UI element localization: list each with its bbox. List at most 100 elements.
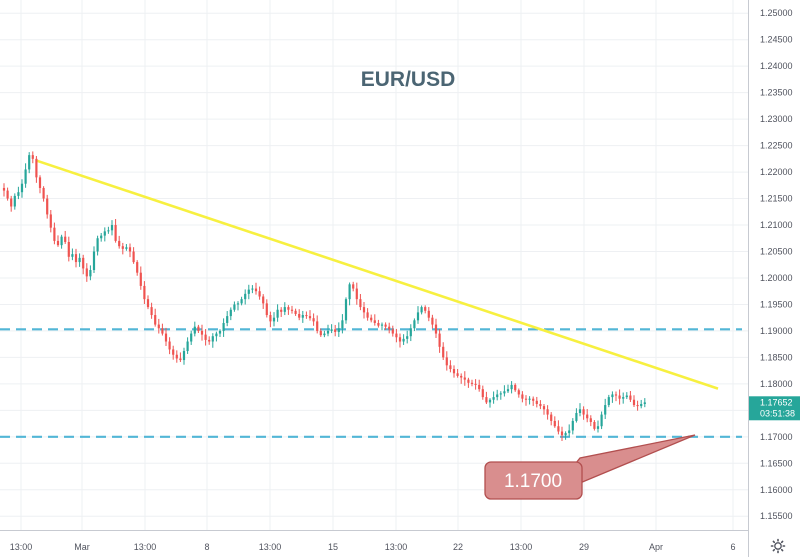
x-tick-label: 22 (453, 542, 463, 552)
candle-down (172, 349, 175, 355)
candle-up (604, 405, 607, 415)
candle-down (391, 329, 394, 334)
candle-down (2, 187, 6, 191)
candle-up (28, 155, 31, 170)
candle-down (632, 399, 636, 406)
candle-up (251, 288, 254, 290)
y-tick-label: 1.17000 (760, 432, 793, 442)
candle-down (312, 318, 315, 322)
candle-down (319, 330, 322, 336)
candle-up (103, 231, 106, 236)
candle-up (240, 299, 243, 304)
candle-down (38, 177, 42, 188)
candle-down (452, 369, 456, 374)
candle-up (622, 397, 625, 399)
candle-down (618, 395, 621, 399)
candle-up (125, 247, 128, 249)
candle-up (571, 420, 574, 431)
candle-down (308, 316, 312, 319)
candle-up (211, 336, 214, 342)
candle-up (229, 309, 232, 317)
candle-down (478, 384, 481, 390)
candle-up (13, 195, 16, 207)
y-tick-label: 1.19000 (760, 326, 793, 336)
candle-down (355, 288, 358, 300)
candle-up (283, 307, 286, 312)
candle-down (593, 421, 596, 429)
candle-down (74, 254, 78, 263)
candle-down (463, 377, 466, 380)
candle-up (625, 395, 628, 398)
trendline-layer (35, 159, 719, 390)
candle-down (352, 284, 355, 289)
y-tick-label: 1.18000 (760, 379, 793, 389)
candle-down (560, 431, 564, 436)
candle-down (388, 326, 391, 330)
candle-up (330, 329, 333, 331)
candle-down (398, 337, 402, 342)
candle-up (575, 412, 578, 421)
candle-up (107, 230, 110, 232)
candle-up (492, 397, 495, 400)
candle-down (532, 398, 535, 401)
candle-down (154, 315, 157, 325)
candle-down (438, 333, 441, 347)
candle-down (521, 394, 524, 399)
horizontal-levels (0, 328, 742, 438)
candle-down (114, 225, 117, 241)
candle-down (442, 346, 445, 358)
candle-up (78, 257, 81, 263)
candle-down (366, 312, 369, 318)
x-tick-label: 13:00 (134, 542, 157, 552)
x-tick-label: 13:00 (510, 542, 533, 552)
candle-down (128, 247, 132, 252)
candle-down (85, 268, 88, 277)
y-tick-label: 1.24500 (760, 35, 793, 45)
callout-box (484, 461, 583, 500)
candle-up (409, 328, 412, 337)
candle-down (456, 373, 459, 376)
candle-down (316, 321, 319, 331)
candle-down (535, 400, 538, 404)
x-tick-label: Apr (649, 542, 663, 552)
candle-down (200, 330, 204, 335)
candle-up (568, 430, 571, 434)
descending-trendline (35, 159, 719, 390)
price-axis[interactable]: 1.25000 1.24500 1.24000 1.23500 1.23000 1.225… (748, 0, 793, 557)
candle-up (244, 293, 247, 300)
candle-down (557, 426, 560, 432)
candle-down (208, 339, 211, 342)
callout-label: 1.1700 (504, 471, 562, 492)
candle-up (600, 414, 603, 427)
candle-up (499, 393, 502, 395)
candle-up (226, 316, 229, 323)
candle-down (546, 409, 549, 415)
candle-down (175, 354, 178, 359)
y-tick-label: 1.21500 (760, 194, 793, 204)
candle-down (6, 190, 9, 199)
candle-down (118, 240, 121, 247)
candle-down (254, 288, 258, 292)
candle-up (110, 225, 114, 231)
candle-down (121, 246, 124, 249)
candle-up (233, 304, 236, 310)
candle-down (204, 334, 207, 340)
settings-gear-icon[interactable] (770, 538, 786, 554)
candle-up (323, 333, 326, 336)
candle-up (510, 384, 513, 390)
x-tick-label: 13:00 (10, 542, 33, 552)
time-axis[interactable]: 13:00 Mar 13:00 8 13:00 15 13:00 22 13:00 29 Apr 6 (0, 530, 748, 553)
candle-down (384, 324, 387, 327)
y-tick-label: 1.23500 (760, 88, 793, 98)
candle-down (157, 324, 160, 329)
candle-down (42, 187, 45, 199)
candle-down (614, 394, 618, 396)
candle-down (431, 317, 434, 325)
candle-up (186, 341, 189, 352)
y-tick-label: 1.23000 (760, 114, 793, 124)
candle-down (517, 390, 520, 395)
candle-down (445, 357, 448, 366)
candle-up (301, 315, 304, 318)
candle-down (136, 262, 139, 273)
candle-up (17, 192, 20, 196)
